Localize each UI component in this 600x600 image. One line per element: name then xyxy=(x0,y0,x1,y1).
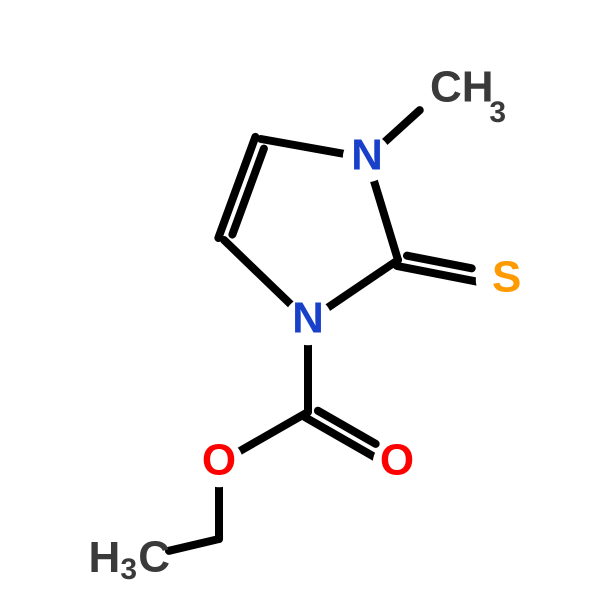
svg-text:S: S xyxy=(492,253,521,302)
svg-text:H3: H3 xyxy=(89,533,137,586)
svg-text:CH: CH xyxy=(430,63,494,112)
svg-text:C: C xyxy=(138,533,170,582)
svg-text:O: O xyxy=(202,436,236,485)
svg-text:O: O xyxy=(380,436,414,485)
svg-text:N: N xyxy=(351,131,383,180)
svg-text:3: 3 xyxy=(489,96,506,129)
molecule-diagram: NCH3NSOOCH3 xyxy=(0,0,600,600)
svg-text:N: N xyxy=(292,294,324,343)
